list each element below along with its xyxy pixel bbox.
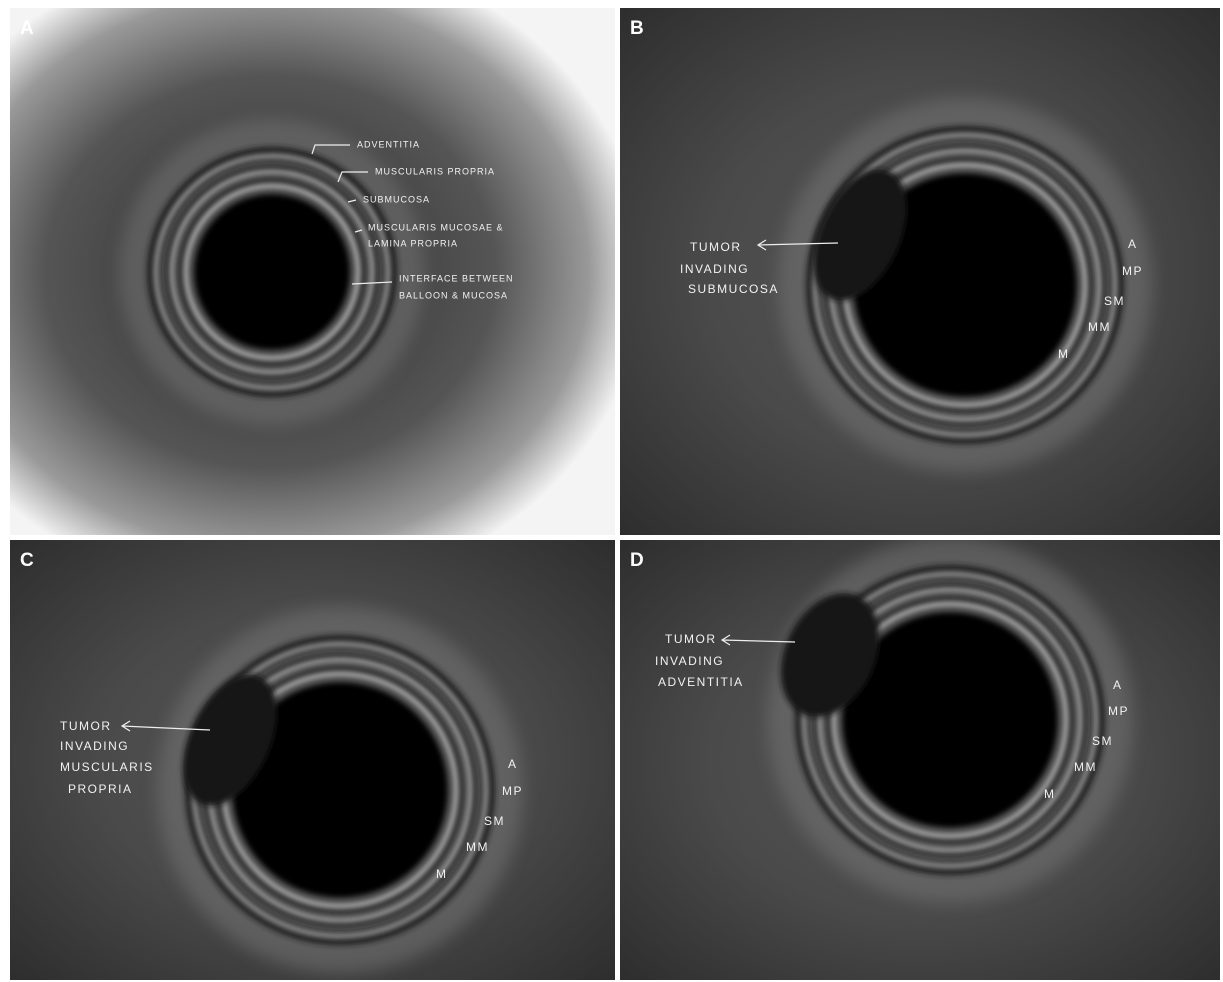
ring [154,154,390,390]
annotation: MUSCULARIS MUCOSAE & [368,222,504,232]
panel-label: D [630,550,644,571]
panel-image [10,540,615,980]
layer-label: A [1113,678,1123,692]
ring [184,184,360,360]
layer-label: A [1128,237,1138,251]
annotation: BALLOON & MUCOSA [399,290,508,300]
panel-label: B [630,18,644,39]
tumor-label: INVADING [680,262,749,276]
ring [802,572,1098,868]
layer-label: SM [484,814,505,828]
arrow [337,171,368,183]
tumor-label: TUMOR [60,719,112,733]
layer-label: SM [1092,734,1113,748]
lumen [194,194,350,350]
tumor-label: PROPRIA [68,782,133,796]
panel-image [620,8,1220,535]
tumor-label: ADVENTITIA [658,675,744,689]
layer-label: MM [1074,760,1097,774]
ring [832,602,1068,838]
annotation: LAMINA PROPRIA [368,238,458,248]
tumor-label: TUMOR [690,240,742,254]
tumor-label: INVADING [655,654,724,668]
lumen [853,173,1077,397]
tumor-label: SUBMUCOSA [688,282,779,296]
lumen [232,682,448,898]
arrow [756,239,839,251]
panel-label: A [20,18,34,39]
ring [813,133,1117,437]
arrow [354,229,363,233]
arrow [351,281,393,285]
ring [170,170,374,374]
arrow [347,199,357,203]
annotation: MUSCULARIS PROPRIA [375,166,495,176]
tumor [183,674,277,806]
tumor-label: TUMOR [665,632,717,646]
arrow [311,144,350,155]
layer-label: A [508,757,518,771]
layer-label: SM [1104,294,1125,308]
layer-label: MM [466,840,489,854]
panel: A ADVENTITIA MUSCULARIS PROPRIA SUBMUCOSA MU… [10,8,615,535]
tumor-label: MUSCULARIS [60,760,154,774]
panel-image [10,8,615,535]
layer-label: M [436,867,448,881]
annotation: INTERFACE BETWEEN [399,273,514,283]
annotation: ADVENTITIA [357,139,420,149]
tumor [780,593,880,717]
layer-label: M [1044,787,1056,801]
arrow [120,720,211,732]
arrow [720,634,796,646]
layer-label: MP [1122,264,1143,278]
panel-label: C [20,550,34,571]
annotation: SUBMUCOSA [363,194,430,204]
layer-label: M [1058,347,1070,361]
lumen [842,612,1058,828]
layer-label: MM [1088,320,1111,334]
tumor-label: INVADING [60,739,129,753]
tumor [813,169,907,301]
layer-label: MP [502,784,523,798]
layer-label: MP [1108,704,1129,718]
panel-image [620,540,1220,980]
ring [818,588,1082,852]
